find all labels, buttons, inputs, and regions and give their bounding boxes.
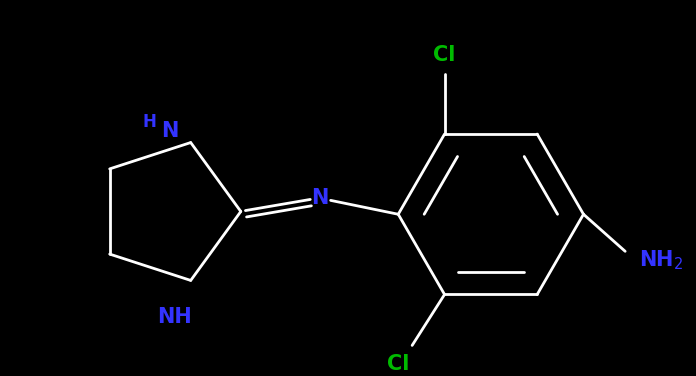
Text: N: N: [161, 121, 178, 141]
Text: NH$_2$: NH$_2$: [639, 249, 683, 272]
Text: N: N: [311, 188, 329, 208]
Text: H: H: [142, 113, 156, 131]
Text: NH: NH: [157, 308, 191, 327]
Text: Cl: Cl: [434, 45, 456, 65]
Text: Cl: Cl: [387, 354, 409, 374]
